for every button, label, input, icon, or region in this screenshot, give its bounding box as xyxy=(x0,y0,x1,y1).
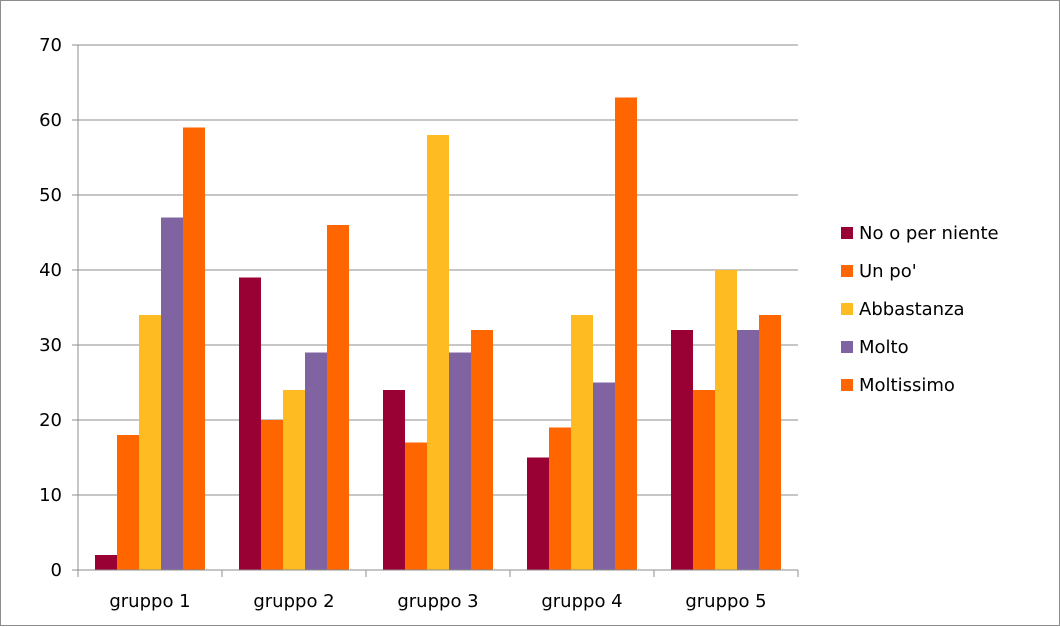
bar xyxy=(571,315,593,570)
bar xyxy=(283,390,305,570)
bar xyxy=(305,352,327,570)
bar xyxy=(449,352,471,570)
legend-item: Moltissimo xyxy=(841,375,955,396)
legend-swatch xyxy=(841,303,853,315)
bar xyxy=(671,330,693,570)
legend-label: No o per niente xyxy=(859,223,999,244)
legend-label: Un po' xyxy=(859,261,917,282)
y-tick-label: 20 xyxy=(39,410,62,431)
bar xyxy=(549,427,571,570)
bars xyxy=(95,97,781,570)
y-axis-ticks: 0 10 20 30 40 50 60 70 xyxy=(39,35,78,581)
x-tick-label: gruppo 3 xyxy=(397,591,478,612)
legend-item: Abbastanza xyxy=(841,299,965,320)
legend-label: Abbastanza xyxy=(859,299,965,320)
x-tick-label: gruppo 2 xyxy=(253,591,334,612)
bar xyxy=(715,270,737,570)
bar xyxy=(327,225,349,570)
bar xyxy=(615,97,637,570)
x-tick-label: gruppo 4 xyxy=(541,591,622,612)
legend: No o per niente Un po' Abbastanza Molto Molt… xyxy=(841,223,999,396)
y-tick-label: 40 xyxy=(39,260,62,281)
bar xyxy=(139,315,161,570)
legend-swatch xyxy=(841,227,853,239)
bar xyxy=(427,135,449,570)
y-tick-label: 10 xyxy=(39,485,62,506)
y-tick-label: 70 xyxy=(39,35,62,56)
legend-swatch xyxy=(841,341,853,353)
bar xyxy=(239,277,261,570)
bar xyxy=(183,127,205,570)
legend-swatch xyxy=(841,265,853,277)
y-tick-label: 50 xyxy=(39,185,62,206)
bar xyxy=(527,457,549,570)
x-axis-ticks: gruppo 1 gruppo 2 gruppo 3 gruppo 4 gruppo 5 xyxy=(77,570,799,612)
bar xyxy=(471,330,493,570)
legend-label: Molto xyxy=(859,337,909,358)
legend-item: Un po' xyxy=(841,261,917,282)
y-tick-label: 0 xyxy=(51,560,62,581)
legend-swatch xyxy=(841,379,853,391)
y-tick-label: 30 xyxy=(39,335,62,356)
bar xyxy=(405,442,427,570)
legend-label: Moltissimo xyxy=(859,375,955,396)
bar xyxy=(693,390,715,570)
bar xyxy=(759,315,781,570)
y-tick-label: 60 xyxy=(39,110,62,131)
bar xyxy=(95,555,117,570)
bar xyxy=(737,330,759,570)
x-tick-label: gruppo 5 xyxy=(685,591,766,612)
bar xyxy=(261,420,283,570)
x-tick-label: gruppo 1 xyxy=(109,591,190,612)
axes xyxy=(77,45,798,571)
bar xyxy=(117,435,139,570)
bar xyxy=(383,390,405,570)
bar xyxy=(161,217,183,570)
legend-item: Molto xyxy=(841,337,909,358)
bar xyxy=(593,382,615,570)
legend-item: No o per niente xyxy=(841,223,999,244)
